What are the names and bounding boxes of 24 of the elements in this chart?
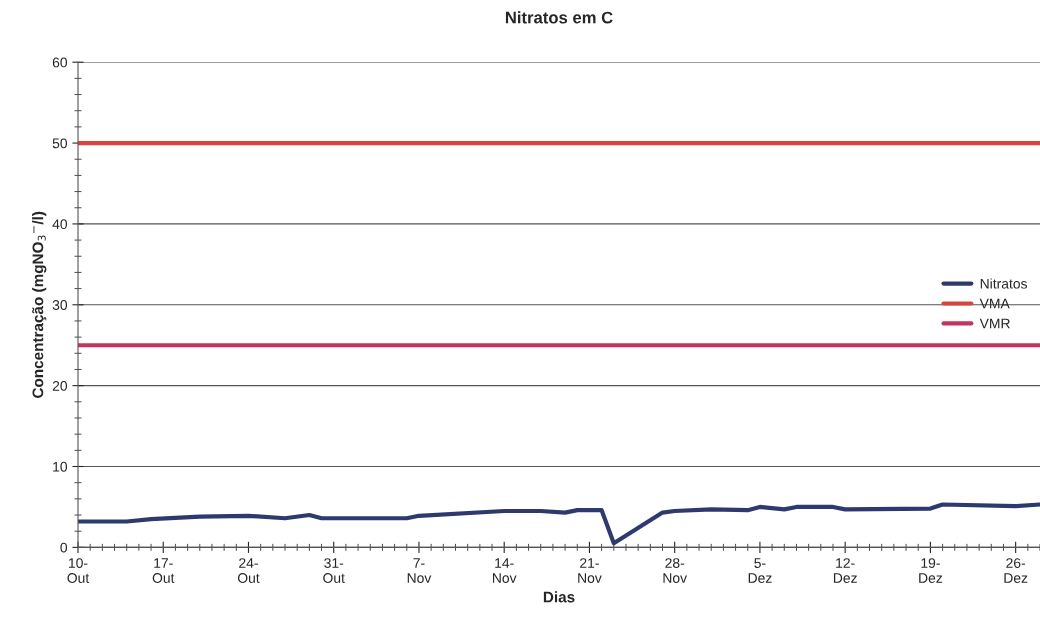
y-tick-label: 60 bbox=[52, 57, 68, 68]
x-tick-label: 19- Dez bbox=[919, 558, 943, 583]
y-tick-label: 50 bbox=[52, 138, 68, 149]
legend-label: Nitratos bbox=[980, 278, 1027, 289]
y-tick-label: 30 bbox=[52, 300, 68, 310]
y-tick-label: 20 bbox=[52, 380, 68, 391]
x-tick-label: 12- Dez bbox=[833, 558, 857, 583]
x-tick-label: 24- Out bbox=[237, 558, 260, 583]
y-tick-label: 40 bbox=[52, 219, 68, 230]
y-tick-label: 10 bbox=[53, 461, 68, 472]
x-tick-label: 17- Out bbox=[152, 558, 175, 583]
chart-title: Nitratos em C bbox=[505, 11, 613, 24]
x-tick-label: 28- Nov bbox=[663, 558, 687, 583]
x-tick-label: 14- Nov bbox=[492, 558, 517, 583]
x-tick-label: 10- Out bbox=[67, 558, 90, 583]
x-tick-label: 21- Nov bbox=[578, 558, 602, 583]
x-tick-label: 7- Nov bbox=[407, 558, 432, 583]
legend-label: VMR bbox=[979, 318, 1010, 329]
y-tick-label: 0 bbox=[60, 542, 68, 553]
x-tick-label: 26- Dez bbox=[1004, 558, 1028, 583]
x-tick-label: 5- Dez bbox=[748, 558, 772, 583]
y-axis-title: Concentração (mgNO$_{3}$$^{−}$/l) bbox=[32, 211, 47, 398]
x-axis-title: Dias bbox=[543, 591, 575, 603]
x-tick-label: 31- Out bbox=[323, 558, 345, 583]
